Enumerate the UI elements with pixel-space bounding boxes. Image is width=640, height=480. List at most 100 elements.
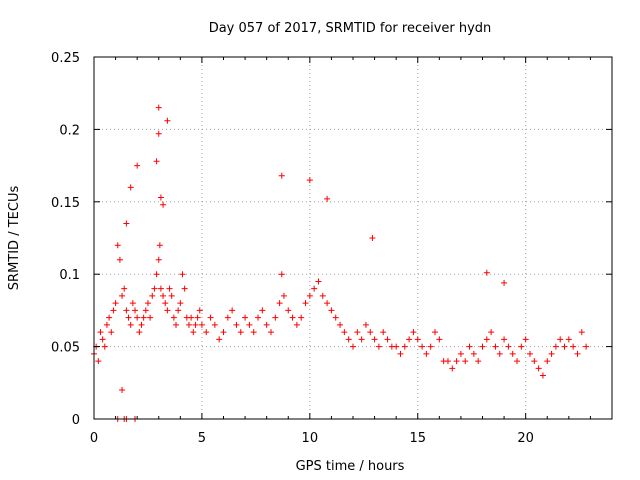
x-tick-label: 15 [409,431,426,446]
x-tick-label: 5 [198,431,206,446]
data-point [371,336,378,343]
data-point [535,365,542,372]
data-point [278,172,285,179]
data-point [224,314,231,321]
data-point [132,307,139,314]
data-point [362,321,369,328]
data-point [114,242,121,249]
data-point [414,336,421,343]
data-point [196,307,203,314]
data-point [436,336,443,343]
data-point [324,300,331,307]
data-point [505,343,512,350]
data-point [369,235,376,241]
data-point [121,285,128,292]
data-point [419,343,426,350]
y-tick-label: 0.25 [51,51,80,66]
data-point [166,285,173,292]
data-point [125,314,132,321]
y-tick-label: 0.05 [51,341,80,356]
data-point [306,292,313,299]
data-point [116,256,123,263]
data-point [393,343,400,350]
data-point [574,350,581,357]
data-point [112,300,119,307]
data-point [557,336,564,343]
data-point [136,329,143,336]
data-point [350,343,356,350]
data-point [179,271,186,278]
data-point [324,195,331,202]
data-point [509,350,516,357]
data-point [565,336,572,343]
data-point [229,307,236,314]
data-point [149,292,156,299]
y-tick-label: 0.2 [59,123,80,138]
x-tick-label: 20 [517,431,534,446]
data-point [548,350,555,357]
data-point [211,321,218,328]
data-point [153,158,160,165]
data-point [341,329,348,336]
data-point [106,314,113,321]
x-tick-label: 10 [302,431,319,446]
data-point [483,269,490,276]
data-point [127,184,134,191]
data-point [110,307,117,314]
data-point [103,321,110,328]
axis-ticks: 0 5 10 15 20 0 0.05 0.1 0.15 0.2 0.25 [51,51,612,446]
data-point [367,329,374,336]
data-point [406,336,413,343]
data-points [91,104,590,422]
data-point [127,321,134,328]
data-point [259,307,266,314]
data-point [246,321,253,328]
data-point [337,321,344,328]
data-point [315,278,322,285]
y-tick-label: 0.15 [51,196,80,211]
data-point [160,201,167,208]
data-point [198,321,205,328]
data-point [173,321,180,328]
data-point [97,329,104,336]
data-point [427,343,434,350]
x-axis-label: GPS time / hours [296,459,405,474]
data-point [242,314,249,321]
data-point [177,300,184,307]
data-point [496,350,503,357]
data-point [138,321,145,328]
data-point [501,336,508,343]
data-point [119,292,126,299]
data-point [280,292,287,299]
data-point [358,336,365,343]
data-point [157,194,164,201]
data-point [203,329,210,336]
data-point [449,365,456,372]
data-point [123,220,130,227]
data-point [457,350,464,357]
data-point [170,314,177,321]
data-point [444,358,451,365]
data-point [155,256,162,263]
data-point [255,314,262,321]
data-point [207,314,214,321]
data-point [175,307,182,314]
data-point [155,130,162,137]
data-point [147,314,154,321]
data-point [123,307,130,314]
data-point [483,336,490,343]
data-point [134,162,141,169]
data-point [514,358,521,365]
data-point [319,292,326,299]
data-point [192,321,199,328]
data-point [263,321,270,328]
data-point [345,336,352,343]
data-point [453,358,460,365]
data-point [488,329,495,336]
data-point [578,329,585,336]
data-point [155,104,162,111]
data-point [101,343,108,350]
data-point [375,343,382,350]
data-point [181,285,188,292]
data-point [156,242,163,249]
